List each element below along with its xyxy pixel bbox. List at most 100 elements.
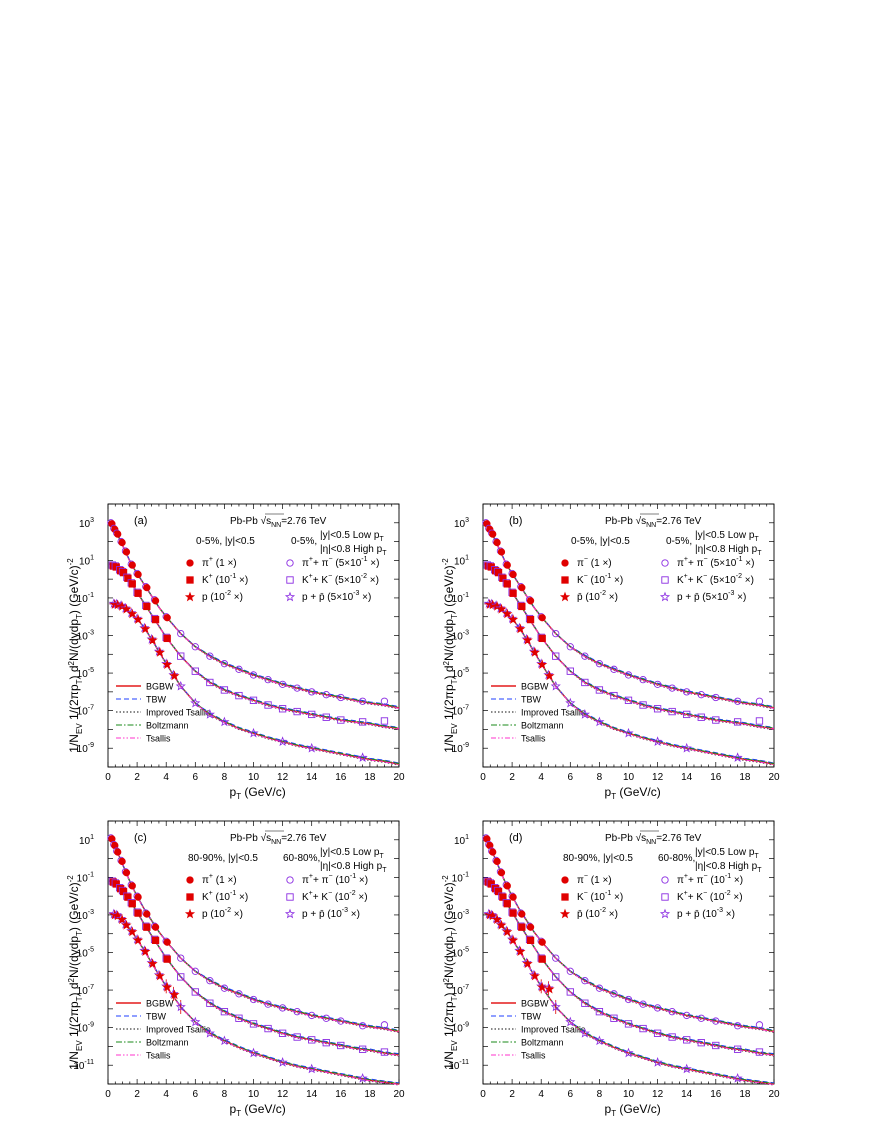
chart-panel: 0 2 4 6 8 10 12 14 16 18 2010310110-110-310-510-71… [66,503,405,801]
data-point [503,900,511,908]
y-tick-label: 101 [79,834,94,847]
data-point [177,954,185,962]
x-tick-label: 14 [306,1089,318,1100]
data-point [492,914,503,925]
data-point [151,615,160,624]
data-point [624,1020,633,1028]
x-tick-label: 8 [597,1089,603,1100]
data-point [497,548,506,556]
legend-marker-label: π+ (1 ×) [202,873,237,886]
data-point [220,1008,229,1016]
data-point [140,946,151,956]
data-point [190,1016,201,1027]
model-curve [109,912,400,1084]
x-tick-label: 10 [248,1089,260,1100]
x-tick-label: 12 [652,772,664,783]
data-point [118,857,126,866]
model-curve [484,880,775,1056]
data-point [508,614,519,624]
data-point [169,989,180,1000]
data-point [264,701,272,709]
data-point [733,697,742,705]
data-point [595,1008,604,1016]
header-range-high: |η|<0.8 High pT [695,544,762,557]
data-point [566,667,574,675]
data-point [712,693,720,702]
data-point [515,946,526,956]
data-point [358,718,367,726]
data-point [552,629,560,638]
legend-marker-icon [559,908,571,919]
data-point [118,538,126,547]
legend-marker-label: K+ (10-1 ×) [202,890,248,903]
data-point [581,652,589,660]
panel-label: (d) [509,832,522,844]
data-point [683,1011,691,1020]
data-point [537,659,548,670]
data-point [712,716,720,724]
legend-marker-icon [561,559,569,567]
legend-marker-label: K++ K− (10-2 ×) [302,890,368,903]
data-point [358,1022,367,1030]
model-curve [484,912,775,1084]
data-point [175,1001,186,1012]
data-point [755,1021,764,1029]
legend-line-label: TBW [521,1012,542,1022]
data-point [206,652,214,660]
y-tick-label: 10-1 [452,871,469,884]
data-point [538,955,546,963]
data-point [639,1000,647,1008]
model-curve [484,520,775,708]
header-range-low: |y|<0.5 Low pT [320,847,384,860]
data-point [191,667,199,675]
data-point [337,1041,345,1050]
data-point [732,1073,743,1083]
x-tick-label: 2 [509,1089,515,1100]
data-point [134,589,142,597]
x-tick-label: 14 [306,772,318,783]
data-point [128,580,136,588]
data-point [489,848,497,856]
legend-marker-icon [286,559,294,567]
data-point [595,686,604,694]
data-point [133,614,144,624]
legend-marker-label: π++ π− (10-1 ×) [677,873,743,886]
data-point [526,615,535,624]
header-system: Pb-Pb √sNN=2.76 TeV [230,832,327,846]
legend-marker-icon [186,576,194,584]
data-point [639,675,647,684]
data-point [122,548,131,556]
data-point [235,1014,243,1022]
data-point [595,660,604,668]
legend-line-label: BGBW [521,999,549,1009]
data-point [496,919,507,930]
data-point [191,967,199,975]
data-point [293,1008,301,1016]
legend-marker-icon [286,576,294,584]
data-point [380,697,389,705]
legend-marker-icon [284,591,296,602]
data-point [697,1039,705,1047]
x-tick-label: 2 [509,772,515,783]
legend-marker-label: p + p̄ (5×10-3 ×) [302,590,371,603]
data-point [127,926,138,937]
legend-marker-icon [286,876,294,884]
x-axis-label: pT (GeV/c) [230,1102,286,1118]
x-tick-label: 20 [393,1089,405,1100]
legend-marker-label: π− (1 ×) [577,873,612,886]
data-point [114,848,122,856]
data-point [163,614,171,622]
data-point [493,857,501,866]
data-point [509,909,517,917]
x-tick-label: 8 [222,1089,228,1100]
model-curve [109,880,400,1056]
y-axis-label: 1/NEV 1/(2πpT) d2N/(dydpT) (GeV/c)-2 [441,558,459,753]
data-point [322,1039,330,1047]
data-point [489,530,497,538]
legend-marker-label: π− (1 ×) [577,556,612,569]
legend-marker-icon [661,559,669,567]
data-point [509,589,517,597]
legend-marker-icon [661,876,669,884]
data-point [668,707,676,716]
data-point [755,697,764,705]
